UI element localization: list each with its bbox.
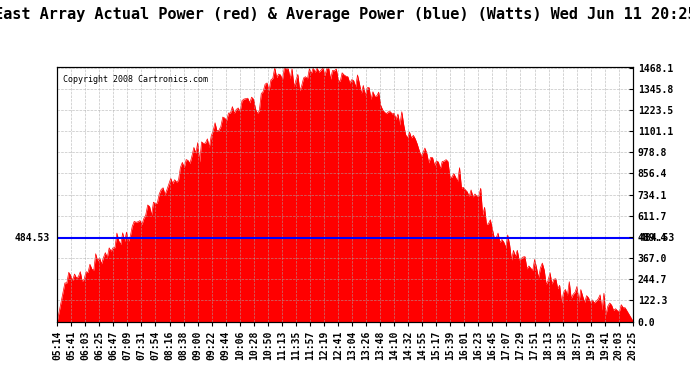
Text: Copyright 2008 Cartronics.com: Copyright 2008 Cartronics.com bbox=[63, 75, 208, 84]
Text: 484.53: 484.53 bbox=[640, 233, 675, 243]
Text: East Array Actual Power (red) & Average Power (blue) (Watts) Wed Jun 11 20:25: East Array Actual Power (red) & Average … bbox=[0, 8, 690, 22]
Text: 484.53: 484.53 bbox=[15, 233, 50, 243]
